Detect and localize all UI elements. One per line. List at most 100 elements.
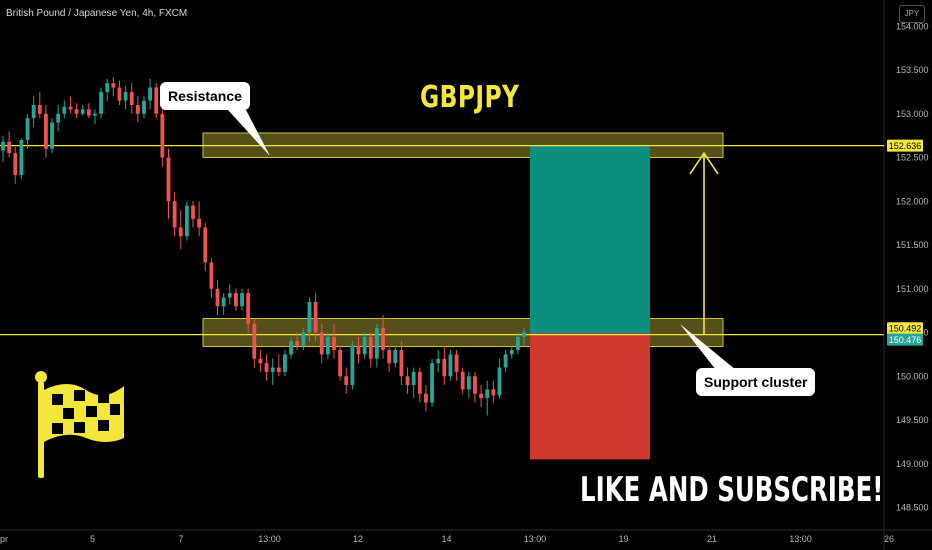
candle-body bbox=[387, 350, 392, 364]
candle bbox=[473, 371, 477, 403]
x-tick-label: 13:00 bbox=[524, 534, 547, 544]
candle bbox=[344, 367, 349, 394]
candle-body bbox=[313, 301, 318, 333]
candle-body bbox=[62, 106, 67, 114]
subscribe-banner: LIKE AND SUBSCRIBE! bbox=[580, 470, 884, 510]
candle-body bbox=[93, 113, 97, 116]
candle bbox=[509, 345, 514, 359]
candle bbox=[7, 131, 12, 158]
candle-body bbox=[362, 336, 367, 355]
candle bbox=[135, 96, 140, 123]
candle-body bbox=[160, 113, 165, 158]
candle-body bbox=[111, 83, 116, 88]
currency-badge[interactable]: JPY bbox=[899, 5, 925, 23]
y-tick-label: 151.000 bbox=[896, 284, 929, 294]
candle bbox=[424, 385, 428, 412]
price-badge-label: 150.492 bbox=[889, 324, 922, 334]
candle bbox=[50, 118, 54, 154]
candle bbox=[362, 332, 367, 359]
candle-body bbox=[86, 109, 91, 116]
candle-body bbox=[19, 140, 24, 175]
candle bbox=[319, 323, 324, 364]
price-badge: 150.476 bbox=[887, 333, 923, 346]
candle-body bbox=[276, 367, 281, 372]
candle bbox=[154, 83, 159, 119]
candle-body bbox=[7, 141, 12, 154]
candle bbox=[19, 138, 24, 180]
x-tick-label: 5 bbox=[90, 534, 95, 544]
candle bbox=[166, 148, 171, 219]
candle-body bbox=[393, 350, 398, 364]
x-tick-label: 13:00 bbox=[789, 534, 812, 544]
candle-body bbox=[503, 354, 508, 368]
candle bbox=[479, 385, 483, 407]
candle-body bbox=[191, 205, 195, 219]
candle-body bbox=[430, 363, 434, 403]
candle bbox=[129, 83, 134, 114]
candle-body bbox=[31, 105, 36, 119]
price-badge-label: 150.476 bbox=[889, 335, 922, 345]
candle bbox=[215, 280, 220, 315]
price-badge-bg bbox=[887, 333, 923, 346]
candle-body bbox=[129, 91, 134, 105]
support-callout-pointer bbox=[680, 324, 736, 370]
candle bbox=[80, 105, 85, 116]
candle bbox=[258, 350, 263, 372]
candle-body bbox=[184, 205, 189, 237]
candle bbox=[13, 147, 18, 184]
candle bbox=[160, 105, 165, 167]
candle bbox=[374, 323, 379, 368]
candle bbox=[221, 293, 226, 315]
candle-body bbox=[350, 345, 355, 385]
candle bbox=[105, 78, 110, 101]
candle-body bbox=[105, 83, 110, 92]
candle bbox=[123, 85, 128, 110]
x-tick-label: 21 bbox=[707, 534, 717, 544]
price-badge: 150.492 bbox=[887, 322, 923, 335]
resistance-callout: Resistance bbox=[160, 82, 250, 110]
y-tick-label: 152.000 bbox=[896, 196, 929, 206]
candle bbox=[332, 323, 336, 359]
y-tick-label: 149.000 bbox=[896, 459, 929, 469]
candle bbox=[252, 319, 257, 368]
price-badge-bg bbox=[887, 322, 923, 335]
candle-body bbox=[252, 323, 257, 359]
resistance-callout-pointer bbox=[228, 110, 270, 156]
ticker-title: GBPJPY bbox=[420, 80, 520, 115]
candle-body bbox=[515, 336, 520, 350]
candle-body bbox=[473, 376, 477, 394]
candle-body bbox=[135, 105, 140, 114]
candle bbox=[301, 328, 306, 350]
candle bbox=[203, 223, 208, 272]
candle-body bbox=[142, 100, 146, 114]
candle-body bbox=[246, 293, 251, 324]
candle-body bbox=[166, 157, 171, 202]
candle bbox=[313, 293, 318, 342]
candle bbox=[411, 367, 416, 399]
candle bbox=[62, 100, 67, 119]
candle-body bbox=[56, 113, 61, 123]
candle-body bbox=[1, 141, 5, 151]
candle bbox=[399, 341, 404, 385]
candle-body bbox=[227, 293, 232, 298]
candle bbox=[430, 358, 434, 407]
candle bbox=[442, 345, 447, 385]
y-tick-label: 151.500 bbox=[896, 240, 929, 250]
candle-body bbox=[522, 332, 526, 337]
candle-body bbox=[307, 301, 312, 333]
symbol-header: British Pound / Japanese Yen, 4h, FXCM bbox=[6, 8, 188, 19]
candle-body bbox=[209, 262, 214, 289]
candle bbox=[295, 332, 300, 350]
candle-body bbox=[221, 297, 226, 307]
x-tick-label: 12 bbox=[353, 534, 363, 544]
candle bbox=[142, 96, 146, 119]
candle-body bbox=[154, 87, 159, 114]
x-tick-label: 13:00 bbox=[258, 534, 281, 544]
candle-body bbox=[240, 293, 244, 307]
candle-body bbox=[436, 358, 441, 364]
candle-body bbox=[258, 358, 263, 364]
y-tick-label: 153.000 bbox=[896, 109, 929, 119]
candle-body bbox=[460, 371, 465, 390]
candle-body bbox=[283, 354, 287, 372]
